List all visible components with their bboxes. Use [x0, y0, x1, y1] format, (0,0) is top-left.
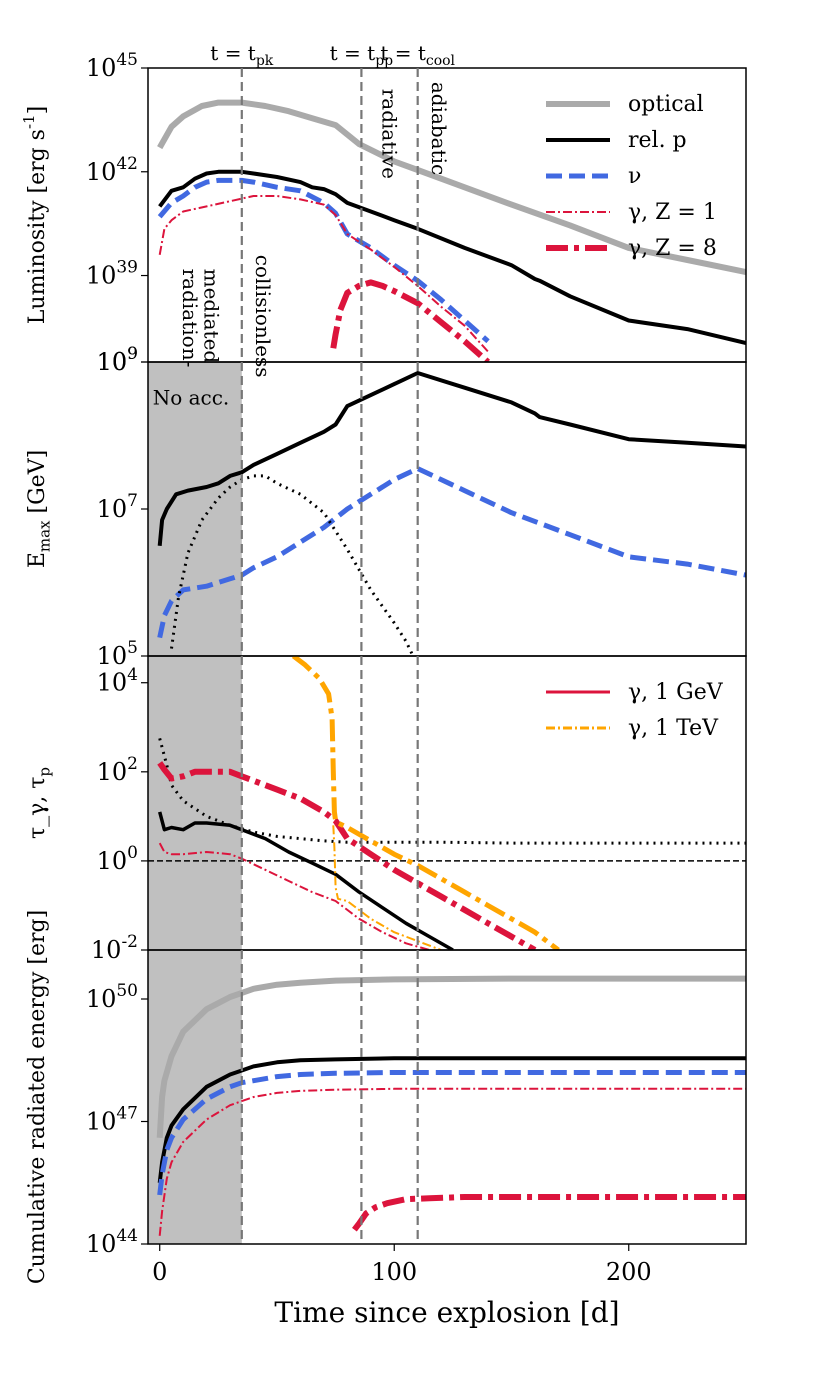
emax-series-blue-dashed	[157, 466, 746, 639]
tau-panel: 104 102 100 10-2 τ_γ, τp γ, 1 GeV γ, 1 TeV	[25, 655, 747, 964]
legend-label-item: ν	[628, 164, 641, 189]
tau-series-black-solid	[158, 811, 454, 950]
cumulative-ytick-label: 1050	[86, 981, 138, 1013]
luminosity-annotation-collisionless: collisionless	[251, 255, 275, 378]
legend-label-z-8: γ, Z = 8	[628, 236, 717, 261]
emax-ytick-label: 105	[97, 638, 138, 670]
luminosity-series-item	[157, 177, 490, 344]
luminosity-series-z-8	[330, 279, 490, 362]
tau-ylabel: τ_γ, τp	[25, 767, 54, 839]
tau-series-1-gev-thin	[158, 842, 430, 950]
luminosity-annotation-radiation: radiation-	[178, 269, 202, 368]
cumulative-frame	[147, 949, 747, 1245]
vline-label-t-t-cool: t = tcool	[380, 41, 455, 69]
luminosity-annotation-adiabatic: adiabatic	[427, 82, 451, 175]
cumulative-series-z-8	[352, 1194, 746, 1232]
luminosity-series-rel-p	[158, 169, 746, 345]
xtick-label: 0	[152, 1258, 167, 1286]
luminosity-annotation-mediated: mediated	[199, 269, 223, 364]
emax-ylabel: Emax [GeV]	[25, 450, 54, 568]
tau-series-1-tev-thick	[291, 656, 560, 950]
luminosity-ytick-label: 1045	[86, 50, 138, 82]
vline-label-t-t-pk: t = tpk	[210, 41, 274, 69]
tau-ytick-label: 104	[97, 665, 138, 697]
emax-ytick-label: 109	[97, 344, 138, 376]
tau-ytick-label: 100	[97, 843, 138, 875]
luminosity-series-z-1	[158, 195, 489, 353]
legend-label-1-gev: γ, 1 GeV	[628, 680, 724, 705]
luminosity-ytick-label: 109	[97, 344, 138, 376]
tau-series-p-dotted	[158, 738, 746, 845]
legend-label-z-1: γ, Z = 1	[628, 200, 717, 225]
luminosity-legend: optical rel. p ν γ, Z = 1 γ, Z = 8	[546, 92, 717, 261]
emax-ytick-label: 107	[97, 491, 138, 523]
cumulative-panel: 1050 1047 1044 Cumulative radiated energy […	[25, 910, 747, 1284]
cumulative-series-item	[157, 1070, 746, 1196]
tau-ytick-label: 10-2	[91, 932, 138, 964]
xtick-label: 200	[606, 1258, 652, 1286]
emax-annotation-no-acc: No acc.	[153, 386, 230, 410]
tau-series-1-tev-thin	[332, 825, 442, 950]
vline-label-t-t-pp: t = tpp	[330, 41, 394, 69]
cumulative-series-z-1	[158, 1087, 746, 1236]
cumulative-ylabel: Cumulative radiated energy [erg]	[25, 910, 50, 1284]
emax-series-black-solid	[157, 371, 746, 546]
legend-label-rel-p: rel. p	[628, 128, 687, 153]
cumulative-ytick-label: 1047	[86, 1104, 138, 1136]
luminosity-ytick-label: 1039	[86, 258, 138, 290]
cumulative-series-optical	[156, 975, 746, 1138]
xlabel: Time since explosion [d]	[274, 1296, 619, 1329]
xtick-label: 100	[371, 1258, 417, 1286]
luminosity-series-optical	[157, 99, 746, 276]
emax-series-black-dotted	[170, 474, 415, 656]
tau-legend: γ, 1 GeV γ, 1 TeV	[546, 680, 724, 741]
cumulative-ytick-label: 1044	[86, 1226, 138, 1258]
tau-ytick-label: 102	[97, 754, 138, 786]
legend-label-1-tev: γ, 1 TeV	[628, 716, 719, 741]
luminosity-panel: radiation-mediated collisionless radiative…	[20, 50, 747, 378]
emax-panel: No acc. 109 107 105 Emax [GeV]	[25, 344, 747, 670]
legend-label-optical: optical	[628, 92, 704, 117]
luminosity-ytick-label: 1042	[86, 154, 138, 186]
cumulative-series-rel-p	[157, 1056, 746, 1184]
luminosity-ylabel: Luminosity [erg s-1]	[20, 106, 50, 324]
luminosity-annotation-radiative: radiative	[378, 89, 402, 179]
